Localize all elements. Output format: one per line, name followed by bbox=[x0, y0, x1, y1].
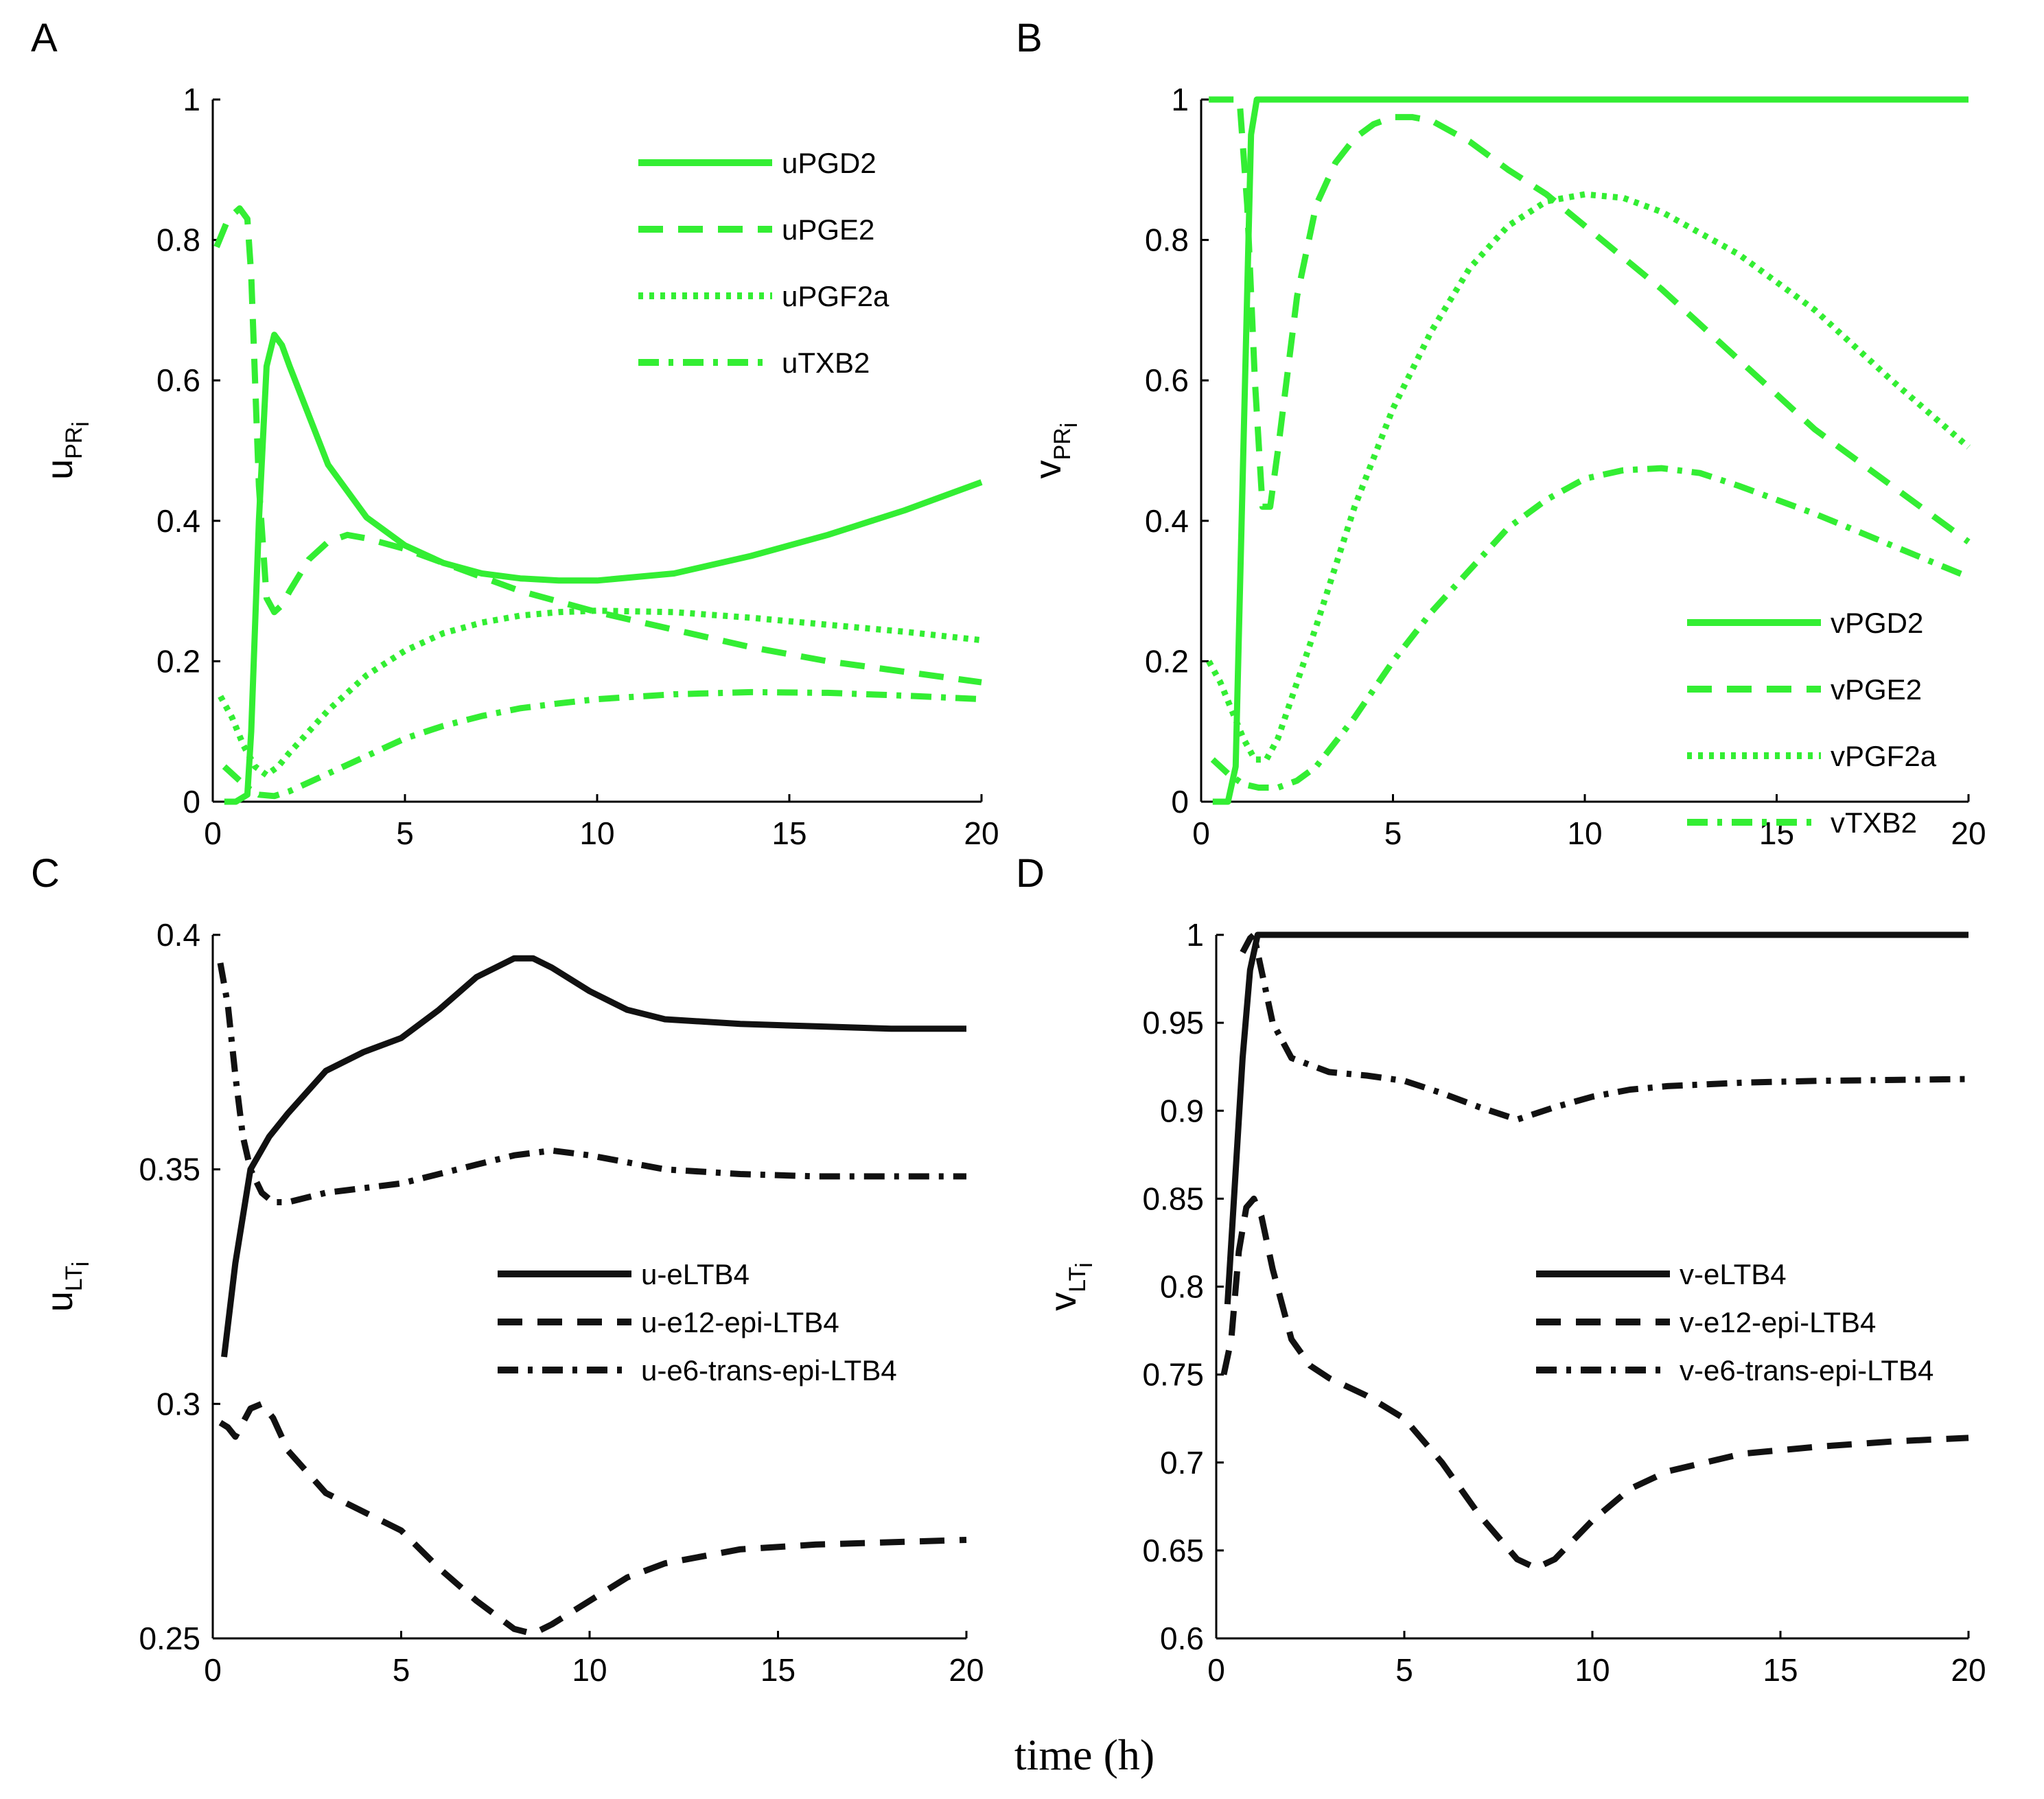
series-line-utxb2 bbox=[222, 688, 982, 800]
y-tick-label: 0.35 bbox=[139, 1152, 200, 1187]
y-tick-label: 0.8 bbox=[1160, 1269, 1204, 1305]
x-tick-label: 15 bbox=[771, 815, 806, 851]
legend-label-utxb2: uTXB2 bbox=[782, 347, 870, 379]
legend-label-v-eltb4: v-eLTB4 bbox=[1680, 1258, 1787, 1290]
series-line-u-e12-epi-ltb4 bbox=[218, 1400, 967, 1637]
x-tick-label: 10 bbox=[572, 1652, 607, 1688]
series-line-v-e6-trans-epi-ltb4 bbox=[1240, 931, 1969, 1123]
x-tick-label: 0 bbox=[1192, 815, 1210, 851]
y-tick-label: 0.2 bbox=[156, 643, 200, 679]
x-axis-label: time (h) bbox=[1014, 1730, 1154, 1779]
panel-c: C 0.25 0.3 0.35 0.4 0 5 10 15 20 uLTi u-eLTB4 u-e12-… bbox=[31, 851, 984, 1688]
y-tick-label: 0.4 bbox=[156, 503, 200, 539]
legend-label-u-e6-trans-epi-ltb4: u-e6-trans-epi-LTB4 bbox=[641, 1354, 897, 1386]
y-tick-label: 0 bbox=[1171, 784, 1189, 820]
legend-label-u-e12-epi-ltb4: u-e12-epi-LTB4 bbox=[641, 1306, 839, 1338]
y-tick-label: 0.75 bbox=[1142, 1357, 1204, 1393]
y-tick-label: 0.85 bbox=[1142, 1181, 1204, 1216]
x-tick-label: 20 bbox=[949, 1652, 984, 1688]
legend-label-upge2: uPGE2 bbox=[782, 213, 874, 246]
y-axis-label: vPRi bbox=[1027, 423, 1082, 479]
y-tick-label: 0.9 bbox=[1160, 1093, 1204, 1128]
legend-label-vpgd2: vPGD2 bbox=[1831, 607, 1923, 639]
legend-label-vpgf2a: vPGF2a bbox=[1831, 740, 1937, 772]
legend-label-vpge2: vPGE2 bbox=[1831, 673, 1922, 706]
series-line-vtxb2 bbox=[1210, 465, 1970, 791]
x-tick-label: 15 bbox=[1763, 1652, 1798, 1688]
panel-letter: C bbox=[31, 851, 60, 896]
y-tick-label: 1 bbox=[183, 82, 200, 117]
y-tick-label: 1 bbox=[1186, 917, 1204, 953]
x-tick-label: 5 bbox=[396, 815, 414, 851]
x-tick-label: 5 bbox=[1384, 815, 1402, 851]
x-tick-label: 10 bbox=[1567, 815, 1602, 851]
legend-label-v-e6-trans-epi-ltb4: v-e6-trans-epi-LTB4 bbox=[1680, 1354, 1933, 1386]
y-tick-label: 1 bbox=[1171, 82, 1189, 117]
panel-letter: D bbox=[1016, 851, 1045, 896]
y-tick-label: 0.8 bbox=[1145, 222, 1189, 258]
y-tick-label: 0.4 bbox=[156, 917, 200, 953]
series-line-vpgd2 bbox=[1212, 96, 1968, 805]
y-tick-label: 0.7 bbox=[1160, 1445, 1204, 1481]
panel-letter: B bbox=[1016, 16, 1043, 60]
legend-label-upgf2a: uPGF2a bbox=[782, 280, 890, 312]
panel-b: B00.20.40.60.810 5 10 15 20vPRivPGD2vPGE2vPG… bbox=[1016, 16, 1986, 851]
series-line-upgd2 bbox=[224, 332, 983, 805]
series-line-u-eltb4 bbox=[221, 955, 966, 1358]
y-tick-label: 0.95 bbox=[1142, 1005, 1204, 1041]
y-axis-label: vLTi bbox=[1043, 1262, 1098, 1310]
x-tick-label: 0 bbox=[204, 1652, 222, 1688]
y-tick-label: 0.4 bbox=[1145, 503, 1189, 539]
y-tick-label: 0.6 bbox=[1160, 1621, 1204, 1656]
y-tick-label: 0.8 bbox=[156, 222, 200, 258]
series-line-v-eltb4 bbox=[1224, 931, 1968, 1305]
y-tick-label: 0.6 bbox=[156, 362, 200, 398]
x-tick-label: 20 bbox=[964, 815, 999, 851]
x-tick-label: 5 bbox=[1395, 1652, 1413, 1688]
legend-label-upgd2: uPGD2 bbox=[782, 147, 876, 179]
y-tick-label: 0.3 bbox=[156, 1386, 200, 1421]
y-axis-label: uLTi bbox=[39, 1262, 94, 1312]
y-axis-label: uPRi bbox=[39, 421, 94, 480]
y-tick-label: 0.6 bbox=[1145, 362, 1189, 398]
x-tick-label: 10 bbox=[579, 815, 614, 851]
y-tick-label: 0.65 bbox=[1142, 1533, 1204, 1568]
x-tick-label: 15 bbox=[760, 1652, 795, 1688]
series-line-upge2 bbox=[213, 205, 982, 686]
series-line-u-e6-trans-epi-ltb4 bbox=[217, 962, 966, 1205]
y-tick-label: 0.2 bbox=[1145, 643, 1189, 679]
series-line-vpge2 bbox=[1209, 96, 1971, 545]
legend-label-u-eltb4: u-eLTB4 bbox=[641, 1258, 750, 1290]
panel-a: A00.20.40.60.810 5 10 15 20uPRiuPGD2uPGE2uPG… bbox=[31, 16, 999, 851]
x-tick-label: 5 bbox=[393, 1652, 410, 1688]
series-line-v-e12-epi-ltb4 bbox=[1220, 1195, 1969, 1571]
y-tick-label: 0.25 bbox=[139, 1621, 200, 1656]
legend-label-v-e12-epi-ltb4: v-e12-epi-LTB4 bbox=[1680, 1306, 1876, 1338]
x-tick-label: 20 bbox=[1951, 815, 1986, 851]
x-tick-label: 20 bbox=[1951, 1652, 1986, 1688]
x-tick-label: 10 bbox=[1575, 1652, 1610, 1688]
legend-label-vtxb2: vTXB2 bbox=[1831, 806, 1917, 839]
x-tick-label: 0 bbox=[1207, 1652, 1225, 1688]
x-tick-label: 0 bbox=[204, 815, 222, 851]
y-tick-label: 0 bbox=[183, 784, 200, 820]
panel-letter: A bbox=[31, 16, 58, 60]
series-line-upgf2a bbox=[218, 607, 982, 778]
